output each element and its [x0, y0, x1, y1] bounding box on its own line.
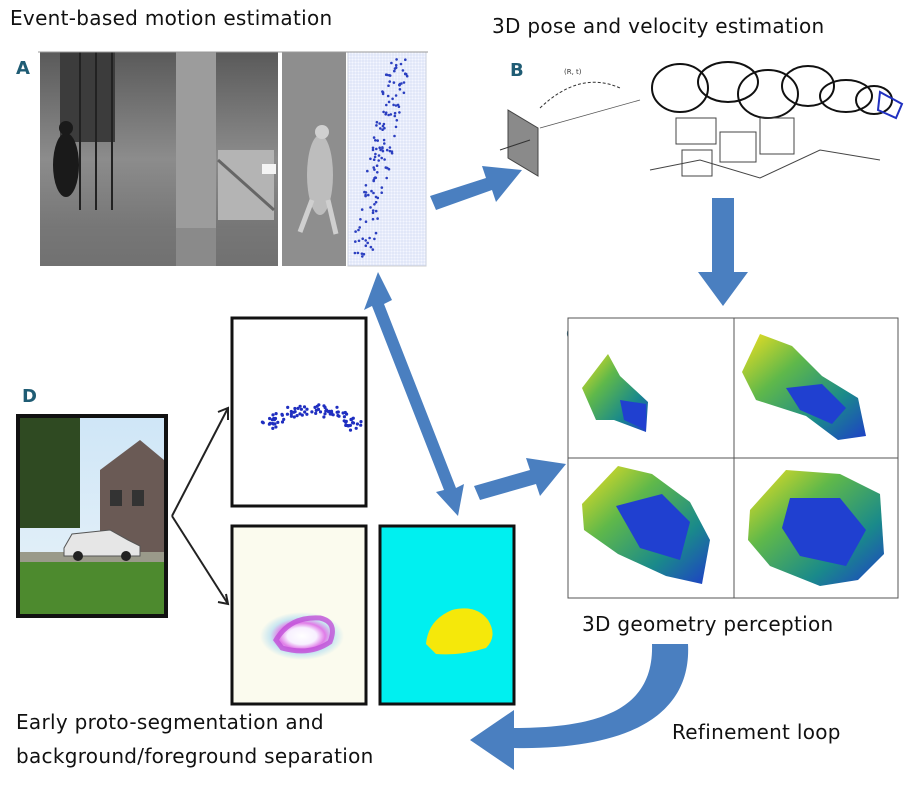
foreground-mask-panel — [378, 524, 516, 706]
panel-label-a: A — [16, 58, 30, 79]
refinement-loop-label: Refinement loop — [672, 720, 841, 744]
voxel-reconstruction-2 — [742, 334, 866, 440]
pose-estimation-title: 3D pose and velocity estimation — [492, 14, 825, 38]
voxel-reconstruction-1 — [582, 354, 648, 432]
segmentation-title-line2: background/foreground separation — [16, 744, 374, 768]
panel-label-b: B — [510, 60, 524, 81]
split-arrow-up — [171, 407, 229, 517]
flow-arrows — [364, 166, 748, 770]
probability-map-panel — [230, 524, 368, 706]
geometry-perception-title: 3D geometry perception — [582, 612, 834, 636]
motion-estimation-title: Event-based motion estimation — [10, 6, 333, 30]
split-arrow-down — [171, 515, 229, 605]
event-flow-plot — [347, 51, 427, 267]
event-accumulation-image — [282, 52, 346, 266]
panel-label-d: D — [22, 386, 37, 407]
hallway-photo — [40, 52, 278, 266]
camera-plane-icon: (R, t) — [499, 68, 641, 177]
event-cluster-panel — [230, 316, 368, 508]
segmentation-title-line1: Early proto-segmentation and — [16, 710, 324, 734]
pose-sketch-scene — [649, 117, 881, 179]
pose-trajectory-loops — [651, 61, 904, 120]
svg-text:(R, t): (R, t) — [564, 68, 582, 76]
voxel-reconstruction-4 — [748, 470, 884, 586]
voxel-reconstruction-3 — [582, 466, 710, 584]
car-photo — [16, 414, 168, 618]
